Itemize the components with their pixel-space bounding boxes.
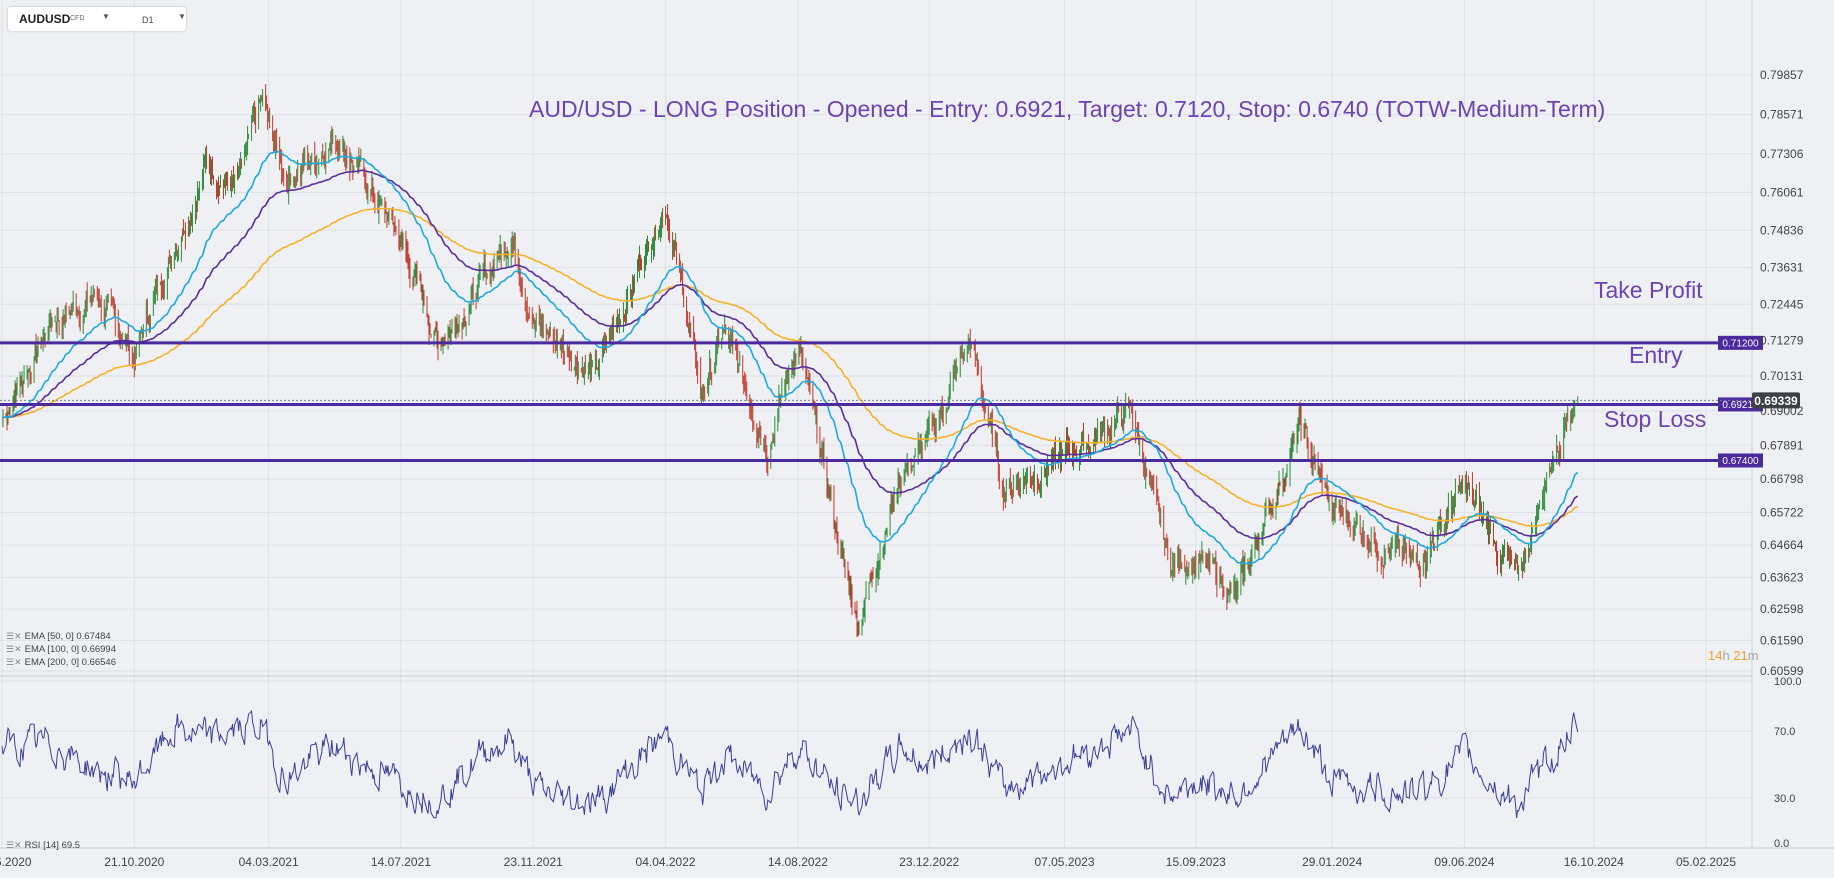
countdown-minutes-unit: m <box>1747 648 1759 663</box>
stop-loss-label: Stop Loss <box>1604 406 1707 432</box>
ema-100-legend-text: EMA [100, 0] 0.66994 <box>24 644 116 655</box>
price-axis-label: 0.60599 <box>1760 664 1804 678</box>
price-axis[interactable]: 0.79857 0.78571 0.77306 0.76061 0.74836 0.736… <box>1760 68 1804 678</box>
symbol-toolbar[interactable]: AUDUSD CFD ▼ D1 ▼ <box>8 7 186 31</box>
rsi-axis[interactable]: 100.0 70.0 30.0 0.0 <box>1774 676 1802 850</box>
timeframe-selector[interactable]: D1 <box>142 15 154 25</box>
indicator-settings-icon[interactable]: ☰✕ <box>6 644 22 654</box>
price-axis-label: 0.66798 <box>1760 472 1804 486</box>
price-axis-label: 0.77306 <box>1760 147 1804 161</box>
take-profit-price-tag-text: 0.71200 <box>1722 338 1759 349</box>
stop-loss-price-tag <box>1718 453 1763 468</box>
stop-loss-price-tag-text: 0.67400 <box>1722 456 1759 467</box>
time-axis-label: 15.09.2023 <box>1166 855 1226 869</box>
time-axis-label: 09.06.2024 <box>1434 855 1494 869</box>
price-axis-label: 0.67891 <box>1760 438 1804 452</box>
time-axis-label: 07.05.2023 <box>1034 855 1094 869</box>
take-profit-label: Take Profit <box>1594 277 1703 303</box>
countdown-minutes: 21 <box>1733 648 1748 663</box>
entry-price-tag <box>1718 397 1763 412</box>
time-axis-label: 21.10.2020 <box>104 855 164 869</box>
rsi-line <box>1 709 1579 819</box>
ema-100-legend[interactable]: ☰✕ EMA [100, 0] 0.66994 <box>6 644 116 655</box>
take-profit-price-tag <box>1718 335 1763 350</box>
rsi-axis-label: 70.0 <box>1774 726 1795 738</box>
instrument-type: CFD <box>70 15 85 22</box>
price-axis-label: 0.72445 <box>1760 297 1804 311</box>
price-axis-label: 0.73631 <box>1760 261 1804 275</box>
indicator-settings-icon[interactable]: ☰✕ <box>6 657 22 667</box>
current-price-tag <box>1752 392 1800 409</box>
rsi-legend[interactable]: ☰✕ RSI [14] 69.5 <box>6 840 80 851</box>
ema-50-legend-text: EMA [50, 0] 0.67484 <box>24 631 111 642</box>
candle-countdown: 14h 21m <box>1708 648 1759 663</box>
symbol-dropdown-icon[interactable]: ▼ <box>102 12 110 21</box>
current-price-tag-text: 0.69339 <box>1754 394 1798 408</box>
candles <box>2 84 1579 637</box>
trade-levels: 0.71200 0.69210 0.67400 <box>0 335 1763 468</box>
entry-price-tag-text: 0.69210 <box>1722 400 1759 411</box>
ema-50-legend[interactable]: ☰✕ EMA [50, 0] 0.67484 <box>6 631 111 642</box>
price-axis-label: 0.76061 <box>1760 185 1804 199</box>
ema-200-line <box>2 207 1578 528</box>
price-axis-label: 0.61590 <box>1760 633 1804 647</box>
chart-title: AUD/USD - LONG Position - Opened - Entry… <box>529 96 1606 122</box>
rsi-axis-label: 100.0 <box>1774 676 1802 688</box>
price-axis-label: 0.79857 <box>1760 68 1804 82</box>
time-axis-label: 04.03.2021 <box>239 855 299 869</box>
rsi-axis-label: 0.0 <box>1774 838 1789 850</box>
ema-50-line <box>1 150 1579 565</box>
time-axis-label: 16.10.2024 <box>1564 855 1624 869</box>
price-axis-label: 0.70131 <box>1760 369 1804 383</box>
price-axis-label: 0.69002 <box>1760 404 1804 418</box>
ema-200-legend-text: EMA [200, 0] 0.66546 <box>24 657 116 668</box>
time-axis-label: 05.02.2025 <box>1676 855 1736 869</box>
indicator-settings-icon[interactable]: ☰✕ <box>6 631 22 641</box>
grid <box>0 0 1752 849</box>
time-axis-label: 11.06.2020 <box>0 855 32 869</box>
countdown-hours-unit: h <box>1722 648 1730 663</box>
rsi-axis-label: 30.0 <box>1774 793 1795 805</box>
entry-label: Entry <box>1629 342 1683 368</box>
rsi-legend-text: RSI [14] 69.5 <box>24 840 81 851</box>
time-axis-label: 14.08.2022 <box>768 855 828 869</box>
time-axis-label: 23.12.2022 <box>899 855 959 869</box>
symbol-name[interactable]: AUDUSD <box>19 12 71 26</box>
price-axis-label: 0.71279 <box>1760 333 1804 347</box>
time-axis-label: 14.07.2021 <box>371 855 431 869</box>
price-axis-label: 0.78571 <box>1760 108 1804 122</box>
price-axis-label: 0.62598 <box>1760 602 1804 616</box>
countdown-hours: 14 <box>1708 648 1723 663</box>
time-axis-label: 23.11.2021 <box>504 855 563 869</box>
price-axis-label: 0.65722 <box>1760 505 1804 519</box>
time-axis[interactable]: 11.06.2020 21.10.2020 04.03.2021 14.07.2021… <box>0 855 1736 869</box>
price-axis-label: 0.63623 <box>1760 570 1804 584</box>
price-axis-label: 0.74836 <box>1760 223 1804 237</box>
time-axis-label: 29.01.2024 <box>1302 855 1362 869</box>
ema-200-legend[interactable]: ☰✕ EMA [200, 0] 0.66546 <box>6 657 116 668</box>
time-axis-label: 04.04.2022 <box>636 855 696 869</box>
timeframe-dropdown-icon[interactable]: ▼ <box>178 12 186 21</box>
indicator-settings-icon[interactable]: ☰✕ <box>6 840 22 850</box>
price-axis-label: 0.64664 <box>1760 538 1804 552</box>
ema-100-line <box>2 169 1579 540</box>
